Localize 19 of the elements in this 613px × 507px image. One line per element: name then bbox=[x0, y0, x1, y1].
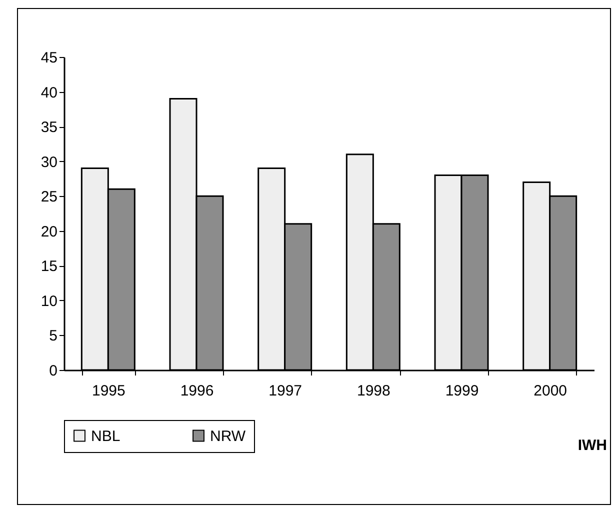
y-tick-label: 10 bbox=[40, 292, 58, 310]
x-tick-label: 1998 bbox=[356, 382, 390, 400]
y-tick-label: 30 bbox=[40, 154, 58, 171]
y-tick-label: 20 bbox=[40, 223, 58, 240]
legend-label: NBL bbox=[91, 428, 120, 445]
y-tick-label: 5 bbox=[49, 328, 58, 345]
y-tick-label: 40 bbox=[40, 84, 58, 102]
x-tick-label: 1997 bbox=[268, 382, 302, 400]
x-tick-label: 1995 bbox=[92, 382, 126, 400]
text: IWH bbox=[578, 437, 607, 454]
y-tick-label: 25 bbox=[40, 188, 58, 206]
y-tick-label: 15 bbox=[40, 258, 58, 276]
y-tick-label: 35 bbox=[40, 119, 58, 136]
x-tick-label: 1999 bbox=[445, 382, 479, 400]
y-tick-label: 45 bbox=[40, 50, 58, 66]
legend-label: NRW bbox=[210, 428, 246, 445]
y-tick-label: 0 bbox=[49, 362, 58, 380]
x-tick-label: 2000 bbox=[534, 382, 568, 400]
x-tick-label: 1996 bbox=[180, 382, 214, 400]
